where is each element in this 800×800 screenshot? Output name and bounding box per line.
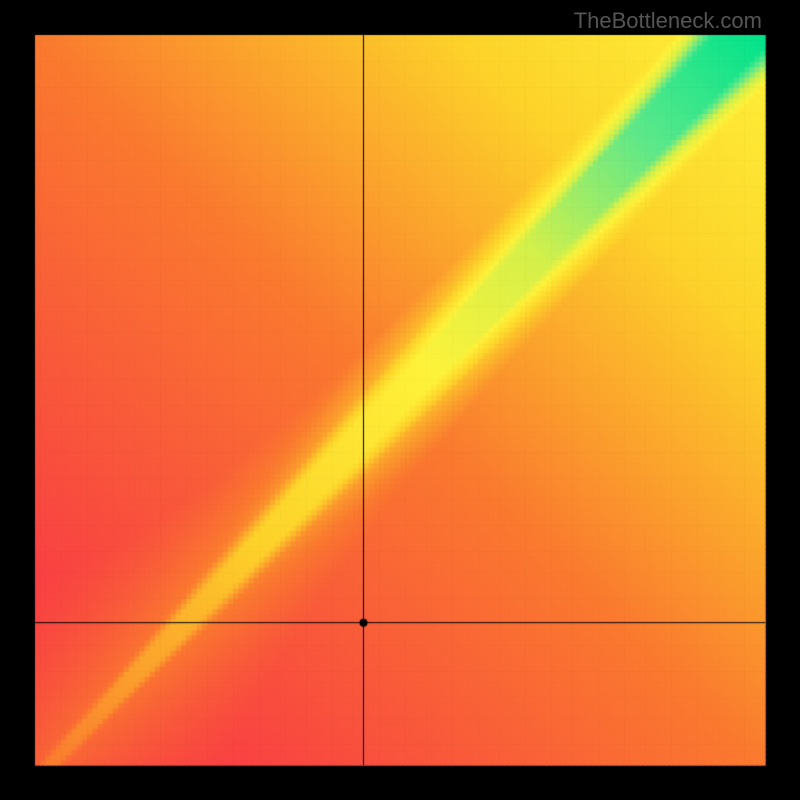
bottleneck-heatmap-canvas	[0, 0, 800, 800]
watermark-text: TheBottleneck.com	[574, 8, 762, 34]
